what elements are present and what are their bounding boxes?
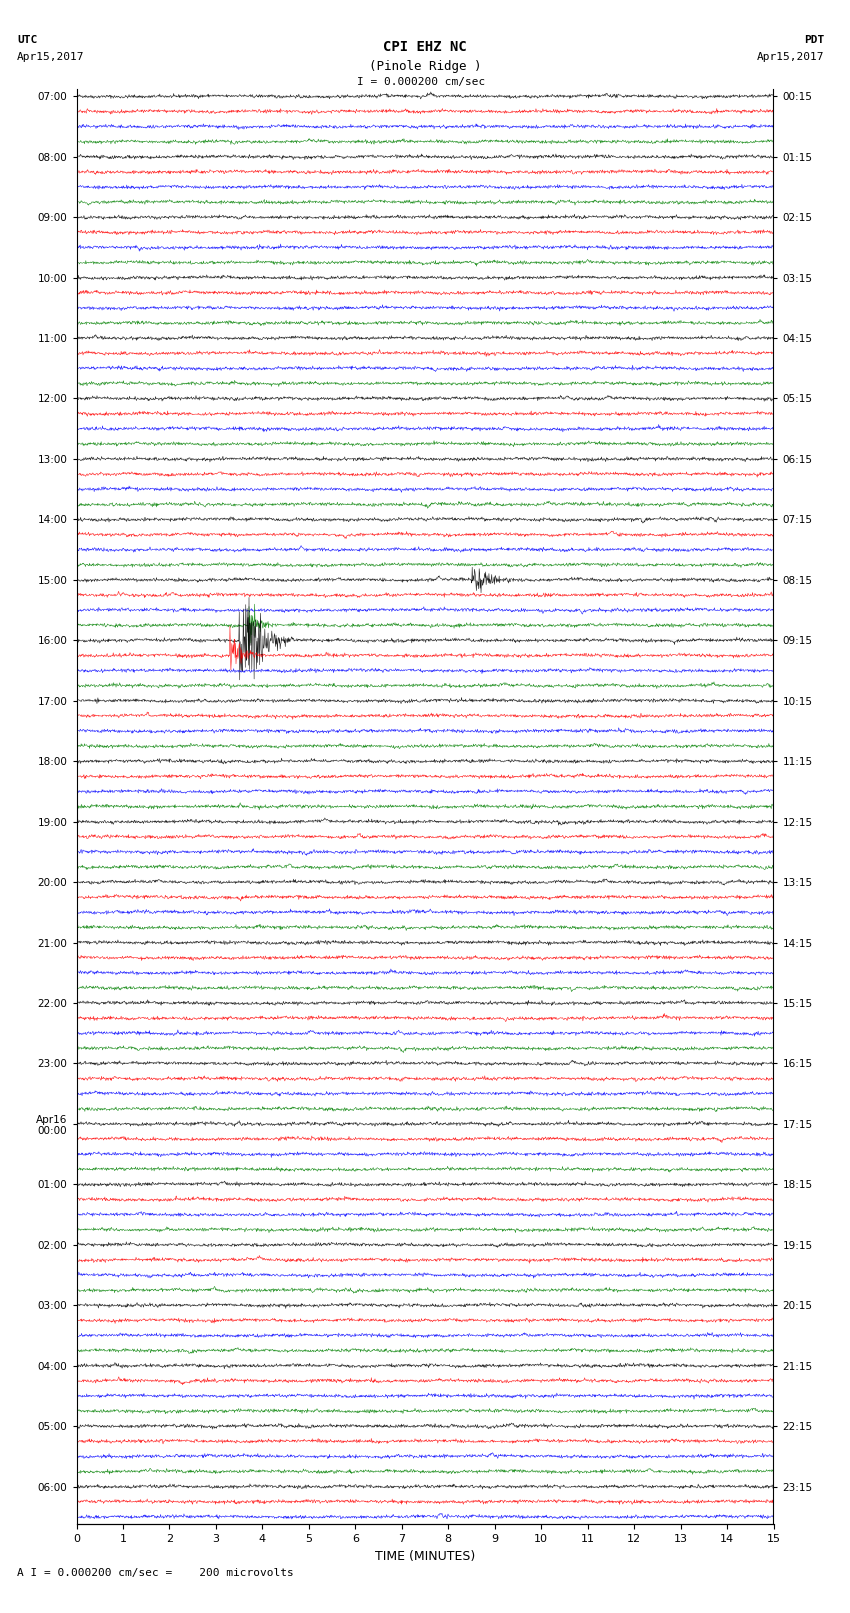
Text: I = 0.000200 cm/sec: I = 0.000200 cm/sec <box>357 77 485 87</box>
X-axis label: TIME (MINUTES): TIME (MINUTES) <box>375 1550 475 1563</box>
Text: Apr15,2017: Apr15,2017 <box>17 52 84 61</box>
Text: (Pinole Ridge ): (Pinole Ridge ) <box>369 60 481 73</box>
Text: Apr15,2017: Apr15,2017 <box>757 52 824 61</box>
Text: A I = 0.000200 cm/sec =    200 microvolts: A I = 0.000200 cm/sec = 200 microvolts <box>17 1568 294 1578</box>
Text: PDT: PDT <box>804 35 824 45</box>
Text: CPI EHZ NC: CPI EHZ NC <box>383 40 467 55</box>
Text: UTC: UTC <box>17 35 37 45</box>
